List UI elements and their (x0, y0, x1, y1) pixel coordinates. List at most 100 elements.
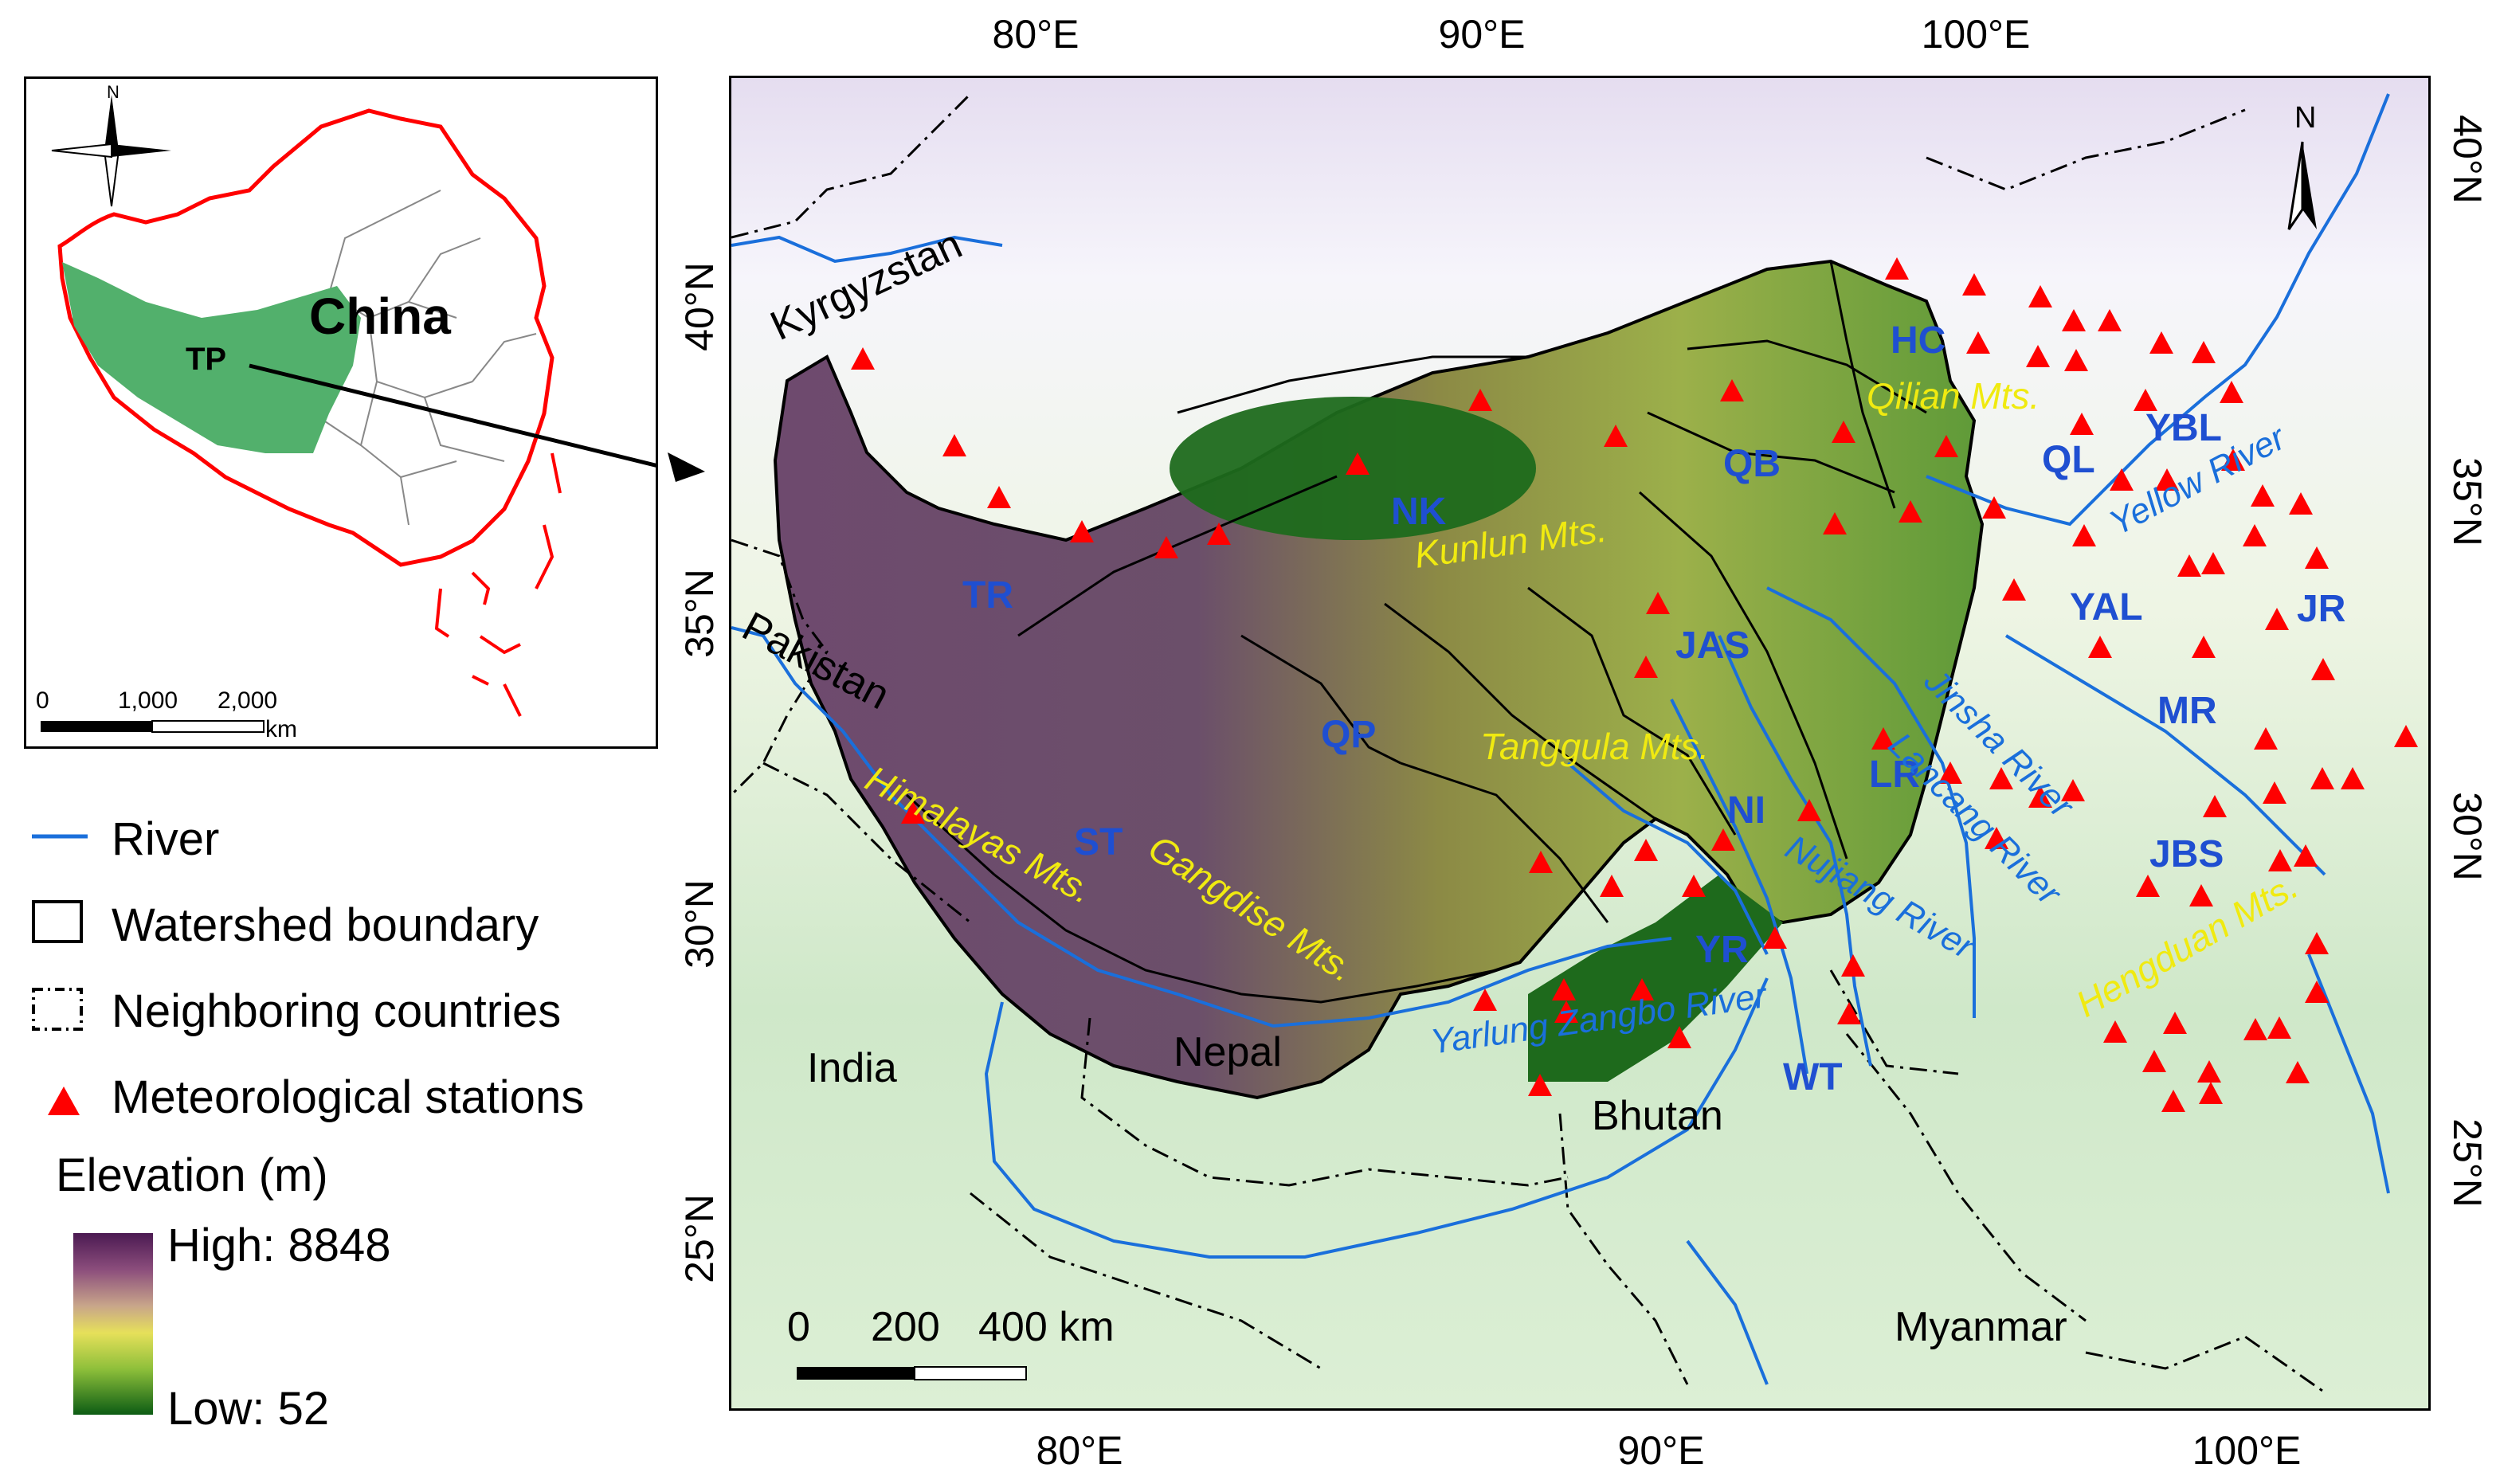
basin-label-lr: LR (1869, 754, 1920, 796)
legend-countries-swatch (32, 988, 83, 1031)
station-marker (2064, 349, 2088, 371)
wt-lowland (1528, 875, 1783, 1082)
station-marker (2142, 1050, 2166, 1072)
basin-label-yr: YR (1695, 929, 1749, 971)
station-marker (1552, 978, 1576, 1000)
station-marker (2221, 448, 2245, 471)
main-scale-tick-0: 0 (787, 1304, 810, 1350)
legend-elevation-title: Elevation (m) (56, 1149, 328, 1201)
inset-scale-tick-0: 0 (36, 687, 49, 714)
station-marker (2265, 608, 2289, 630)
province-lines (264, 190, 537, 526)
basin-label-ql: QL (2042, 439, 2095, 481)
station-marker (1938, 762, 1962, 784)
station-marker (1720, 379, 1744, 401)
inset-pointer-arrow (249, 363, 688, 476)
inset-scale-bar-dark (41, 721, 152, 732)
legend-elevation-high: High: 8848 (167, 1220, 391, 1271)
station-marker (1600, 875, 1624, 897)
basin-label-nk: NK (1391, 491, 1447, 533)
lon-tick-bottom-100: 100°E (2192, 1428, 2302, 1473)
legend-river-label: River (112, 813, 220, 865)
station-marker (2267, 1016, 2291, 1039)
station-marker (2268, 849, 2292, 871)
station-marker (2289, 492, 2313, 515)
station-marker (2251, 484, 2275, 507)
lat-tick-right-25: 25°N (2445, 1118, 2490, 1208)
station-marker (942, 434, 966, 456)
station-marker (2394, 725, 2418, 747)
station-marker (2026, 345, 2050, 367)
station-marker (2311, 658, 2335, 680)
tibetan-plateau-region (62, 262, 361, 453)
lon-tick-bottom-80: 80°E (1036, 1428, 1123, 1473)
lon-tick-bottom-90: 90°E (1618, 1428, 1705, 1473)
legend: River Watershed boundary Neighboring cou… (24, 797, 709, 1450)
station-marker (2201, 552, 2225, 574)
legend-countries-label: Neighboring countries (112, 985, 562, 1037)
inset-north-arrow-icon: N (51, 82, 171, 207)
basin-label-qp: QP (1321, 714, 1376, 756)
station-group (851, 257, 2418, 1112)
mountain-label-hengduan: Hengduan Mts. (2069, 865, 2305, 1025)
legend-station-label: Meteorological stations (112, 1071, 585, 1123)
legend-station-swatch (48, 1087, 80, 1115)
station-marker (1934, 435, 1958, 457)
inset-north-label: N (107, 82, 120, 102)
pointer-arrowhead-icon (668, 452, 705, 482)
station-marker (1899, 500, 1922, 523)
station-marker (2070, 413, 2094, 435)
station-marker (2088, 636, 2112, 658)
inset-country-label: China (309, 288, 451, 345)
inset-scale-tick-2: 2,000 (217, 687, 277, 714)
inset-map-svg: N China TP (36, 82, 688, 742)
station-marker (1604, 425, 1628, 447)
station-marker (1529, 851, 1553, 873)
legend-elevation-low: Low: 52 (167, 1383, 330, 1435)
main-scale-tick-1: 200 (871, 1304, 940, 1350)
basin-label-jas: JAS (1675, 625, 1750, 667)
basin-label-jbs: JBS (2149, 833, 2224, 875)
plateau-relief (773, 259, 1985, 1100)
country-borders (731, 92, 2326, 1394)
lon-tick-top-80: 80°E (993, 12, 1080, 57)
lon-tick-top-100: 100°E (1922, 12, 2031, 57)
station-marker (1837, 1002, 1861, 1024)
station-marker (2161, 1090, 2185, 1112)
station-marker (2177, 554, 2201, 577)
station-marker (1634, 656, 1658, 678)
station-marker (2341, 767, 2365, 789)
rivers (731, 93, 2390, 1385)
station-marker (2254, 727, 2278, 750)
country-label-bhutan: Bhutan (1592, 1093, 1723, 1139)
basin-label-yal: YAL (2070, 586, 2143, 628)
legend-river-swatch (32, 834, 88, 839)
station-marker (2305, 546, 2329, 569)
station-marker (2192, 636, 2216, 658)
station-marker (2136, 875, 2160, 897)
main-scale-bar: 0 200 400 km (787, 1304, 1115, 1380)
basin-label-hc: HC (1891, 319, 1946, 362)
station-marker (1989, 767, 2013, 789)
station-marker (1207, 523, 1231, 545)
inset-scale-bar-light (151, 720, 264, 733)
basin-label-mr: MR (2157, 690, 2217, 732)
elevation-colorbar (73, 1233, 153, 1415)
station-marker (1711, 828, 1735, 851)
station-marker (1473, 989, 1497, 1011)
station-marker (851, 347, 875, 370)
station-marker (1634, 839, 1658, 861)
station-marker (2199, 1082, 2223, 1104)
station-marker (2098, 309, 2122, 331)
country-label-india: India (807, 1045, 897, 1091)
station-marker (2310, 767, 2334, 789)
station-marker (1682, 875, 1706, 897)
mountain-label-tanggula: Tanggula Mts. (1480, 726, 1709, 767)
basin-label-wt: WT (1783, 1056, 1843, 1098)
station-marker (2305, 981, 2329, 1003)
station-marker (2028, 285, 2052, 307)
inset-region-label: TP (186, 342, 226, 377)
south-china-sea-islands (434, 452, 562, 717)
station-marker (2286, 1061, 2310, 1083)
inset-scale-tick-1: 1,000 (118, 687, 178, 714)
